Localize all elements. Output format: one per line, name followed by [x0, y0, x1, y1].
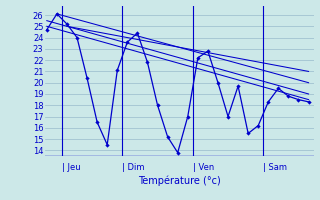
Text: | Ven: | Ven	[193, 163, 214, 172]
X-axis label: Température (°c): Température (°c)	[138, 175, 220, 186]
Text: | Sam: | Sam	[263, 163, 287, 172]
Text: | Jeu: | Jeu	[62, 163, 81, 172]
Text: | Dim: | Dim	[122, 163, 145, 172]
